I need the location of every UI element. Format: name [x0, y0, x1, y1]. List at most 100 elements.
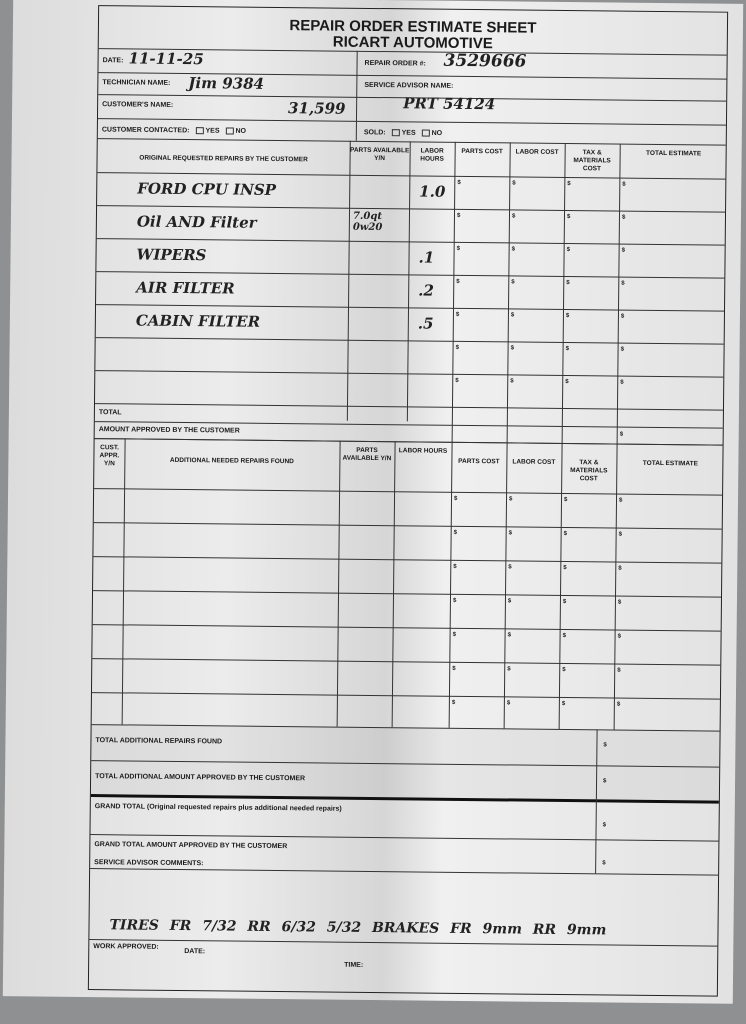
- date-label: DATE:: [102, 57, 124, 65]
- currency: $: [603, 742, 607, 749]
- currency: $: [619, 431, 624, 438]
- currency: $: [511, 213, 516, 220]
- grand-total-row: GRAND TOTAL (Original requested repairs …: [90, 794, 719, 841]
- date-label: DATE:: [184, 948, 206, 956]
- currency: $: [456, 212, 461, 219]
- currency: $: [563, 497, 568, 504]
- repair-description: Oil AND Filter: [136, 212, 257, 232]
- currency: $: [453, 495, 458, 502]
- sold-yes-checkbox[interactable]: [391, 129, 400, 137]
- column-header: LABOR COST: [512, 458, 556, 466]
- currency: $: [455, 377, 459, 384]
- column-header: TOTAL ESTIMATE: [646, 149, 702, 158]
- sold-label: SOLD:: [363, 129, 386, 137]
- repair-order-form: REPAIR ORDER ESTIMATE SHEET RICART AUTOM…: [87, 5, 729, 998]
- column-header: PARTS AVAILABLE Y/N: [349, 146, 410, 163]
- repair-description: WIPERS: [136, 245, 207, 265]
- column-header: PARTS AVAILABLE Y/N: [342, 446, 392, 463]
- currency: $: [506, 700, 511, 707]
- sold-no-checkbox[interactable]: [421, 129, 430, 137]
- repair-description: FORD CPU INSP: [137, 179, 277, 199]
- customer-contacted: CUSTOMER CONTACTED: YES NO: [102, 126, 246, 135]
- repair-description: CABIN FILTER: [135, 311, 261, 331]
- currency: $: [510, 312, 515, 319]
- currency: $: [620, 379, 624, 386]
- currency: $: [562, 598, 567, 606]
- currency: $: [507, 632, 511, 639]
- currency: $: [563, 530, 568, 538]
- currency: $: [621, 214, 626, 221]
- service-advisor-label: SERVICE ADVISOR NAME:: [364, 81, 454, 90]
- currency: $: [562, 666, 566, 674]
- currency: $: [602, 822, 606, 829]
- currency: $: [453, 563, 457, 570]
- currency: $: [511, 246, 516, 253]
- currency: $: [603, 778, 607, 785]
- currency: $: [510, 378, 514, 385]
- labor-hours: .1: [418, 248, 435, 267]
- additional-repairs-table: CUST. APPR. Y/N ADDITIONAL NEEDED REPAIRS…: [91, 438, 723, 733]
- currency: $: [617, 633, 621, 640]
- currency: $: [622, 181, 626, 188]
- paper-sheet: REPAIR ORDER ESTIMATE SHEET RICART AUTOM…: [2, 0, 744, 1004]
- currency: $: [511, 279, 515, 286]
- yes-label: YES: [401, 129, 416, 137]
- currency: $: [618, 531, 623, 538]
- currency: $: [451, 699, 456, 706]
- parts-available: [352, 310, 402, 311]
- currency: $: [507, 666, 511, 673]
- currency: $: [455, 311, 460, 318]
- currency: $: [621, 247, 626, 254]
- parts-available: [352, 277, 402, 278]
- comments-value: TIRES FR 7/32 RR 6/32 5/32 BRAKES FR 9mm…: [109, 917, 607, 939]
- currency: $: [456, 245, 461, 252]
- original-repairs-table: ORIGINAL REQUESTED REPAIRS BY THE CUSTOM…: [94, 138, 726, 446]
- yes-label: YES: [205, 127, 220, 135]
- customer-value: 31,599: [288, 99, 346, 118]
- currency: $: [507, 598, 512, 605]
- service-advisor-value: PRT 54124: [403, 94, 496, 114]
- technician-label: TECHNICIAN NAME:: [102, 79, 171, 87]
- labor-hours: .2: [418, 281, 434, 300]
- no-label: NO: [431, 129, 443, 138]
- repair-order-label: REPAIR ORDER #:: [364, 59, 426, 68]
- labor-hours: .5: [417, 314, 434, 333]
- contacted-no-checkbox[interactable]: [225, 127, 234, 135]
- contacted-label: CUSTOMER CONTACTED:: [101, 126, 190, 135]
- labor-hours: 1.0: [419, 182, 446, 201]
- total-additional-found-label: TOTAL ADDITIONAL REPAIRS FOUND: [95, 737, 223, 746]
- time-label: TIME:: [344, 961, 364, 969]
- currency: $: [618, 497, 623, 504]
- currency: $: [566, 214, 571, 221]
- comments-section: SERVICE ADVISOR COMMENTS: TIRES FR 7/32 …: [88, 859, 719, 998]
- currency: $: [617, 667, 621, 674]
- grand-approved-label: GRAND TOTAL AMOUNT APPROVED BY THE CUSTO…: [94, 841, 288, 851]
- currency: $: [565, 313, 570, 320]
- contacted-yes-checkbox[interactable]: [195, 127, 204, 135]
- currency: $: [508, 530, 513, 537]
- amount-approved-label: AMOUNT APPROVED BY THE CUSTOMER: [98, 426, 240, 435]
- parts-available: 7.0qt 0w20: [352, 210, 383, 234]
- column-header: LABOR HOURS: [420, 147, 444, 163]
- currency: $: [616, 701, 621, 708]
- currency: $: [452, 665, 456, 672]
- repair-order-value: 3529666: [443, 50, 527, 72]
- currency: $: [452, 631, 456, 638]
- currency: $: [562, 632, 566, 640]
- no-label: NO: [235, 127, 247, 135]
- currency: $: [453, 529, 458, 536]
- column-header: TAX & MATERIALS COST: [573, 149, 611, 173]
- column-header: CUST. APPR. Y/N: [99, 444, 120, 468]
- currency: $: [452, 597, 457, 604]
- technician-value: Jim 9384: [188, 74, 265, 93]
- repair-description: AIR FILTER: [136, 278, 235, 298]
- parts-available: [351, 376, 401, 377]
- currency: $: [457, 179, 461, 186]
- currency: $: [566, 280, 570, 287]
- currency: $: [620, 313, 625, 320]
- grand-total-label: GRAND TOTAL (Original requested repairs …: [94, 803, 342, 813]
- currency: $: [456, 278, 460, 285]
- currency: $: [512, 180, 516, 187]
- currency: $: [566, 247, 571, 254]
- currency: $: [602, 860, 606, 867]
